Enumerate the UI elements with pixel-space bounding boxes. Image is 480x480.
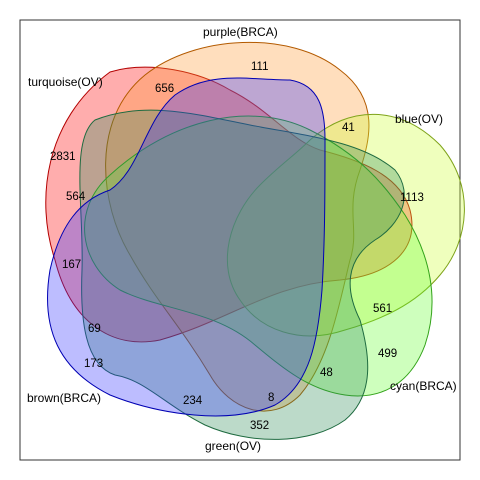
region-count-blue-cyan: 561 <box>373 303 392 315</box>
region-count-brown-green: 69 <box>88 323 101 335</box>
region-count-turquoise-only: 2831 <box>50 151 76 163</box>
region-count-green-only: 352 <box>250 420 269 432</box>
set-label-turquoise: turquoise(OV) <box>28 75 103 89</box>
set-label-purple: purple(BRCA) <box>203 25 278 39</box>
set-blue-shape <box>226 113 465 337</box>
region-count-blue-only: 1113 <box>400 192 424 204</box>
region-count-green-center-lower: 8 <box>268 392 274 404</box>
region-count-turquoise-brown: 167 <box>62 259 81 271</box>
set-label-blue: blue(OV) <box>395 112 443 126</box>
region-count-cyan-only: 499 <box>378 348 397 360</box>
region-count-brown-only: 173 <box>84 358 103 370</box>
set-brown-shape <box>47 77 326 417</box>
region-count-purple-only: 111 <box>251 61 268 73</box>
set-green-shape <box>79 109 405 440</box>
region-count-cyan-green: 48 <box>320 367 333 379</box>
set-turquoise-shape <box>45 66 413 343</box>
region-count-purple-blue: 41 <box>342 122 355 134</box>
plot-frame <box>19 19 461 461</box>
region-count-turquoise-purple: 656 <box>155 83 174 95</box>
set-label-brown: brown(BRCA) <box>27 391 101 405</box>
set-label-cyan: cyan(BRCA) <box>390 379 457 393</box>
region-count-turquoise-green: 564 <box>66 191 86 203</box>
set-label-green: green(OV) <box>205 439 261 453</box>
set-cyan-shape <box>84 115 433 397</box>
region-count-brown-green-lower: 234 <box>183 395 203 407</box>
